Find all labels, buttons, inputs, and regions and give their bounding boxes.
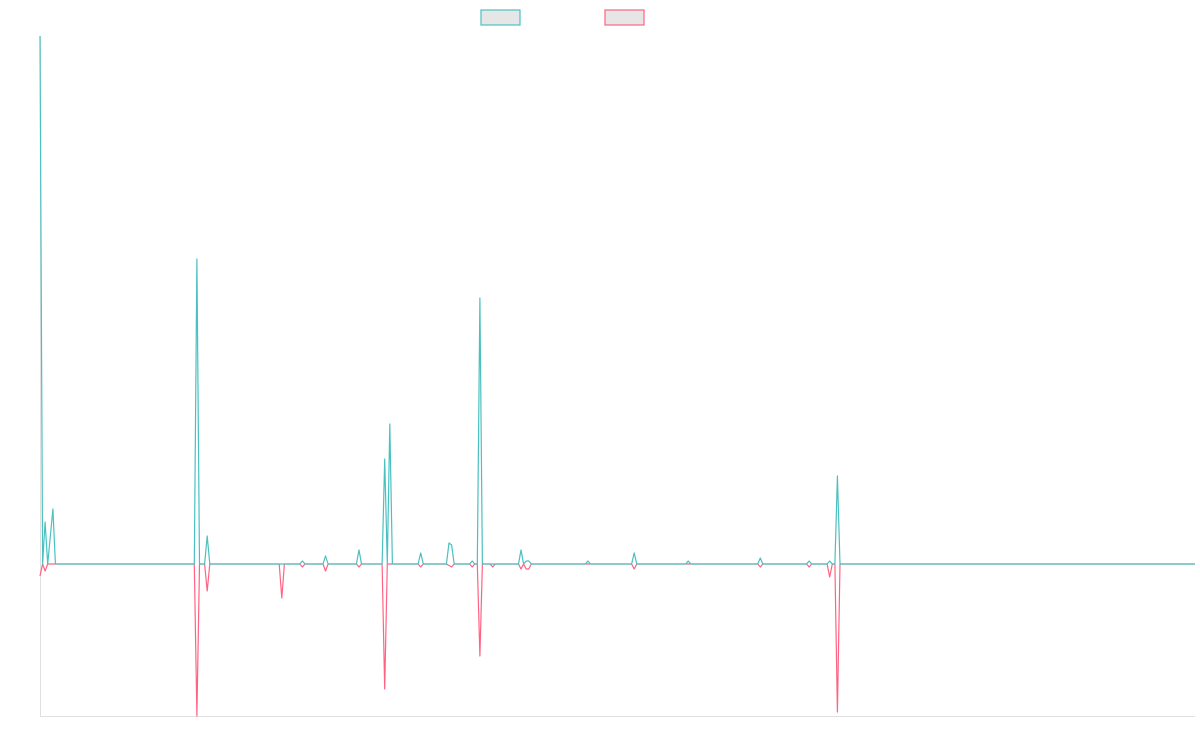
legend [480, 9, 645, 26]
legend-swatch-1[interactable] [480, 9, 521, 26]
series-group [39, 35, 1195, 717]
series-line-1 [39, 35, 1195, 565]
legend-swatch-2[interactable] [604, 9, 645, 26]
series-line-2 [39, 563, 1195, 717]
